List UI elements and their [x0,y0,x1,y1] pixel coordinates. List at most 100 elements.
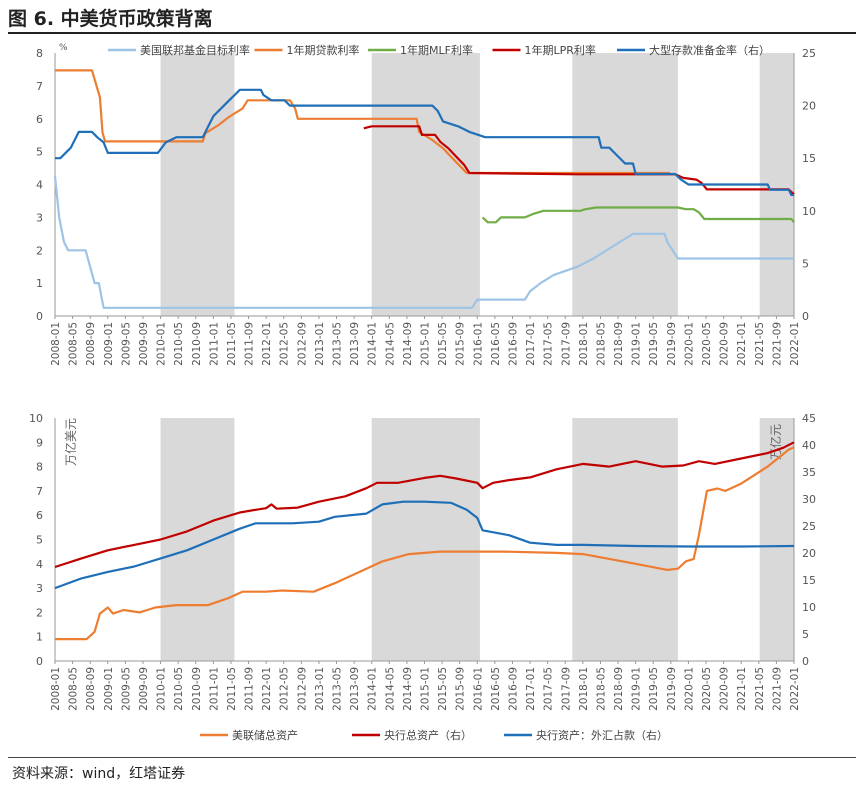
y-right-tick-label: 35 [802,466,816,479]
title-rule [8,32,856,34]
x-tick-label: 2012-09 [296,667,308,711]
x-tick-label: 2015-09 [455,322,467,366]
y-left-tick-label: 4 [36,179,43,192]
y-left-tick-label: 2 [36,606,43,619]
x-tick-label: 2019-05 [648,322,660,366]
x-tick-label: 2019-09 [666,667,678,711]
x-tick-label: 2008-01 [50,667,62,711]
x-tick-label: 2011-01 [208,322,220,366]
series-line-5 [55,88,794,197]
shaded-period-1 [371,53,480,316]
x-tick-label: 2008-01 [50,322,62,366]
x-tick-label: 2020-09 [719,322,731,366]
x-tick-label: 2011-05 [226,322,238,366]
y-left-tick-label: 1 [36,277,43,290]
y-left-unit-label: 万亿美元 [63,418,78,466]
x-tick-label: 2021-01 [736,322,748,366]
y-right-tick-label: 25 [802,47,816,60]
legend-label: 1年期LPR利率 [525,43,596,57]
y-right-tick-label: 25 [802,520,816,533]
y-right-tick-label: 0 [802,655,809,668]
y-left-tick-label: 2 [36,244,43,257]
legend-label: 央行资产：外汇占款（右） [536,728,668,742]
y-right-tick-label: 10 [802,205,816,218]
x-tick-label: 2011-05 [226,667,238,711]
x-tick-label: 2009-01 [103,322,115,366]
x-tick-label: 2013-05 [332,322,344,366]
x-tick-label: 2013-01 [314,322,326,366]
y-left-tick-label: 10 [29,412,43,425]
x-tick-label: 2015-09 [455,667,467,711]
y-left-tick-label: 3 [36,582,43,595]
x-tick-label: 2017-09 [560,667,572,711]
y-left-tick-label: 6 [36,113,43,126]
x-tick-label: 2017-01 [525,322,537,366]
x-tick-label: 2020-01 [683,322,695,366]
x-tick-label: 2018-05 [595,667,607,711]
y-left-tick-label: 1 [36,631,43,644]
y-left-tick-label: 8 [36,47,43,60]
x-tick-label: 2017-05 [543,667,555,711]
shaded-period-1 [371,418,480,661]
y-right-tick-label: 5 [802,628,809,641]
x-tick-label: 2021-09 [771,667,783,711]
x-tick-label: 2020-09 [719,667,731,711]
y-right-tick-label: 30 [802,493,816,506]
x-tick-label: 2019-05 [648,667,660,711]
y-left-tick-label: 9 [36,436,43,449]
series-line-1 [55,446,795,641]
x-tick-label: 2010-01 [156,322,168,366]
x-tick-label: 2010-01 [156,667,168,711]
x-tick-label: 2014-09 [402,322,414,366]
series-line-3 [54,500,795,590]
y-right-tick-label: 20 [802,547,816,560]
x-tick-label: 2022-01 [789,322,801,366]
x-tick-label: 2015-05 [437,322,449,366]
shaded-period-2 [572,418,678,661]
x-tick-label: 2015-05 [437,667,449,711]
x-tick-label: 2015-01 [420,667,432,711]
x-tick-label: 2013-01 [314,667,326,711]
series-line-1 [53,176,794,309]
x-tick-label: 2014-01 [367,667,379,711]
y-left-tick-label: 0 [36,655,43,668]
x-tick-label: 2012-01 [261,322,273,366]
x-tick-label: 2017-01 [525,667,537,711]
x-tick-label: 2011-01 [208,667,220,711]
x-tick-label: 2010-09 [191,322,203,366]
y-left-tick-label: 5 [36,534,43,547]
x-tick-label: 2016-05 [490,322,502,366]
x-tick-label: 2018-05 [595,322,607,366]
y-left-tick-label: 3 [36,211,43,224]
shaded-period-2 [572,53,678,316]
x-tick-label: 2020-05 [701,667,713,711]
legend-label: 美联储总资产 [232,728,298,742]
x-tick-label: 2012-09 [296,322,308,366]
x-tick-label: 2010-05 [173,667,185,711]
series-line-3 [481,206,795,224]
y-right-tick-label: 10 [802,601,816,614]
legend-label: 1年期MLF利率 [400,43,473,57]
x-tick-label: 2022-01 [789,667,801,711]
x-tick-label: 2016-09 [507,322,519,366]
shaded-period-0 [160,418,235,661]
x-tick-label: 2009-05 [120,322,132,366]
x-tick-label: 2009-09 [138,667,150,711]
x-tick-label: 2019-09 [666,322,678,366]
chart-policy-rates: 0 1 2 3 4 5 6 7 8 0 5 10 15 20 25% 2008-01 2008-05 2008-0… [36,43,816,366]
x-tick-label: 2014-09 [402,667,414,711]
x-tick-label: 2018-01 [578,667,590,711]
source-note: 资料来源：wind，红塔证券 [12,766,186,782]
x-tick-label: 2021-05 [754,322,766,366]
y-right-tick-label: 0 [802,310,809,323]
x-tick-label: 2016-01 [472,667,484,711]
y-left-tick-label: 6 [36,509,43,522]
x-tick-label: 2018-09 [613,322,625,366]
y-right-tick-label: 15 [802,152,816,165]
y-left-tick-label: 4 [36,558,43,571]
x-tick-label: 2020-01 [683,667,695,711]
x-tick-label: 2017-05 [543,322,555,366]
x-tick-label: 2014-05 [384,667,396,711]
series-line-2 [55,69,670,175]
